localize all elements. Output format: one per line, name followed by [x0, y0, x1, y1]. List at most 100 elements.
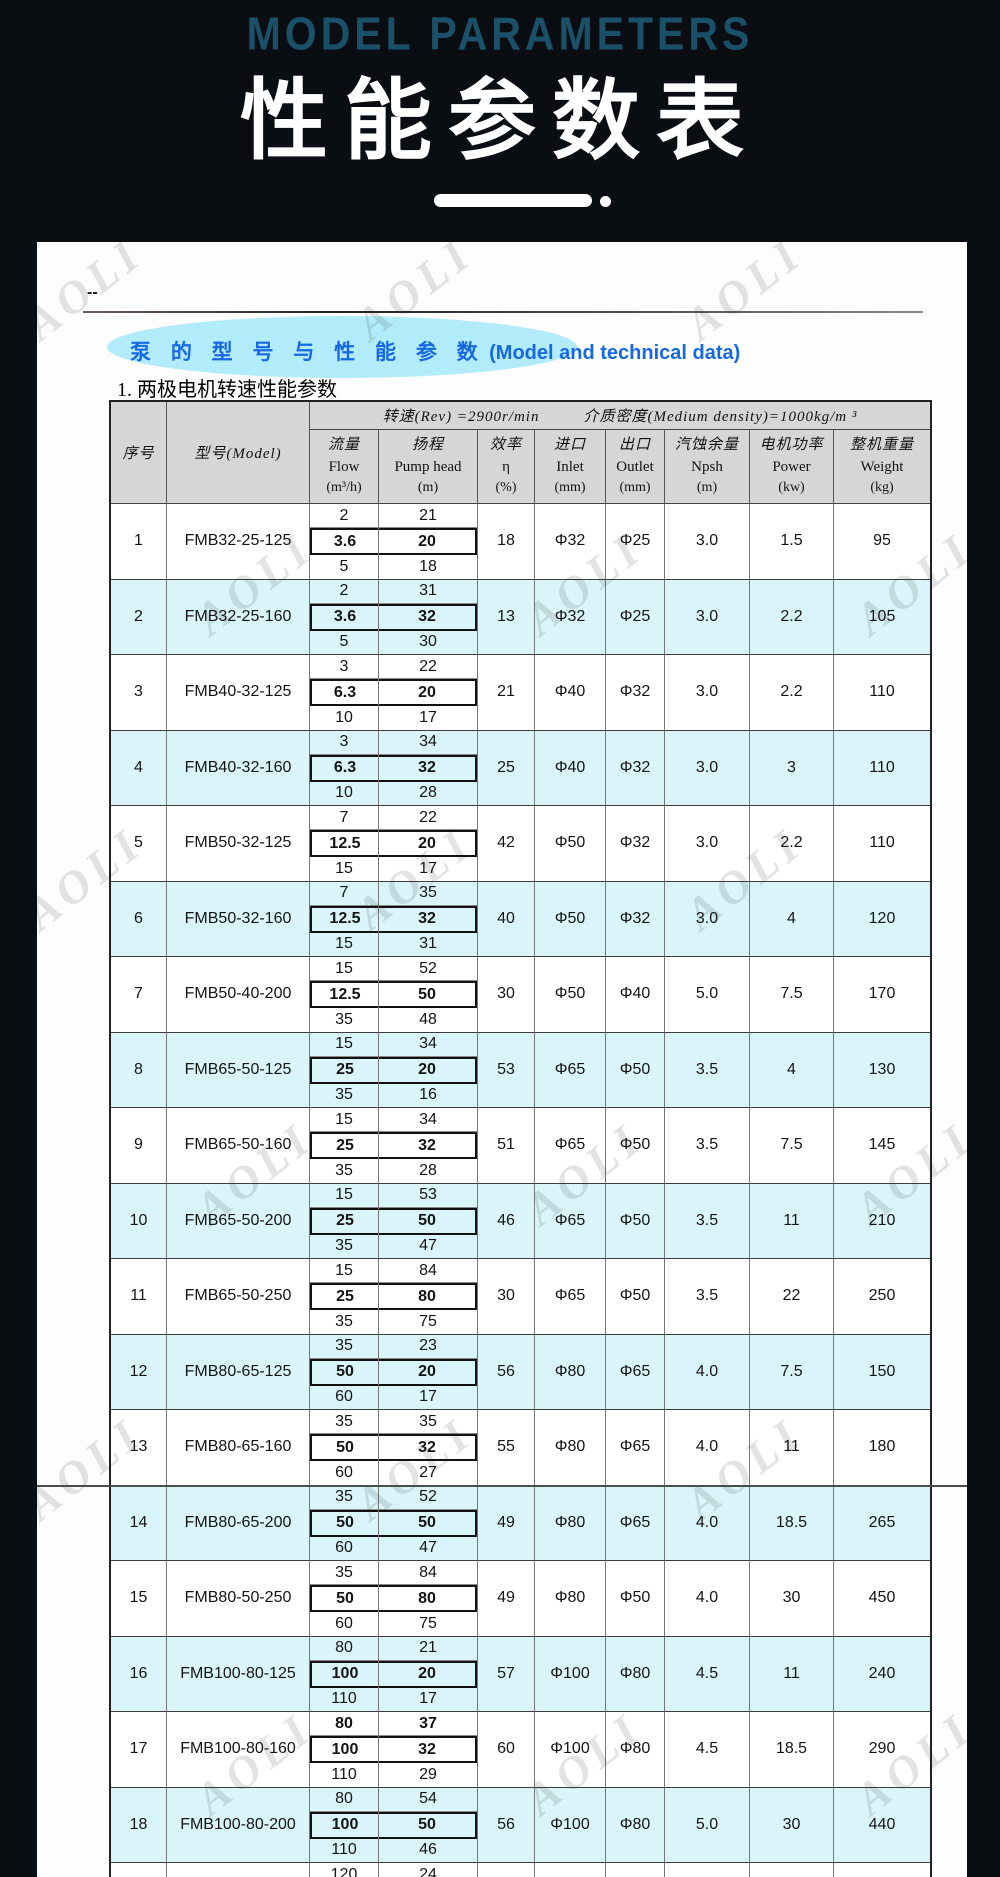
weight-cell: 150	[834, 1334, 930, 1410]
outlet-cell: Φ32	[606, 730, 665, 806]
power-cell: 18.5	[750, 1712, 834, 1788]
col-header-unit: (mm)	[619, 480, 651, 496]
col-header-en: Flow	[328, 458, 360, 475]
power-cell: 11	[750, 1183, 834, 1259]
weight-cell: 250	[834, 1259, 930, 1335]
pump-head-cell: 21 20 18	[379, 504, 478, 580]
flow-value: 15	[310, 1259, 378, 1284]
efficiency-cell: 30	[478, 957, 535, 1033]
meta-rev-text: 转速(Rev) =2900r/min	[382, 409, 540, 425]
flow-value: 35	[335, 1086, 353, 1104]
flow-value: 80	[310, 1712, 378, 1737]
flow-cell: 7 12.5 15	[310, 881, 379, 957]
model-cell: FMB80-65-200	[167, 1485, 310, 1561]
pump-head-cell: 31 32 30	[379, 579, 478, 655]
power-cell: 4	[750, 1032, 834, 1108]
col-header-zh: 整机重量	[849, 437, 914, 454]
col-header-weight: 整机重量 Weight (kg)	[834, 430, 930, 504]
flow-value: 100	[310, 1660, 378, 1688]
pump-head-cell: 35 32 31	[379, 881, 478, 957]
col-header-zh: 出口	[618, 437, 651, 454]
head-value: 17	[419, 1690, 437, 1708]
model-cell: FMB40-32-160	[167, 730, 310, 806]
col-header-unit: (kg)	[870, 480, 894, 496]
outlet-cell: Φ50	[606, 1032, 665, 1108]
flow-value: 80	[310, 1788, 378, 1812]
title-underline-dot	[600, 196, 611, 207]
head-value: 21	[379, 504, 477, 529]
flow-value: 35	[310, 1486, 378, 1510]
top-banner: MODEL PARAMETERS 性能参数表	[0, 0, 1000, 242]
flow-cell: 3 6.3 10	[310, 655, 379, 731]
flow-cell: 35 50 60	[310, 1561, 379, 1637]
col-header-en: Pump head	[394, 458, 462, 475]
pump-head-cell: 23 20 17	[379, 1334, 478, 1410]
efficiency-cell: 56	[478, 1334, 535, 1410]
flow-cell: 80 100 110	[310, 1636, 379, 1712]
page-break-line	[37, 1485, 967, 1487]
outlet-cell: Φ50	[606, 1561, 665, 1637]
head-value: 28	[419, 1161, 437, 1179]
inlet-cell: Φ80	[535, 1561, 606, 1637]
flow-value: 110	[331, 1690, 357, 1708]
head-value: 80	[379, 1283, 477, 1311]
model-cell: FMB50-32-125	[167, 806, 310, 882]
head-value: 22	[379, 806, 477, 831]
row-number-cell: 9	[111, 1108, 167, 1184]
efficiency-cell: 56	[478, 1787, 535, 1863]
meta-density-text: 介质密度(Medium density)=1000kg/m ³	[583, 409, 858, 425]
head-value: 21	[379, 1637, 477, 1661]
outlet-cell: Φ65	[606, 1410, 665, 1486]
outlet-cell: Φ32	[606, 881, 665, 957]
inlet-cell: Φ100	[535, 1787, 606, 1863]
col-header-zh: 效率	[489, 437, 522, 454]
flow-value: 2	[310, 504, 378, 529]
flow-value: 12.5	[310, 981, 378, 1009]
flow-value: 25	[310, 1056, 378, 1084]
npsh-cell: 3.0	[665, 806, 750, 882]
efficiency-cell: 25	[478, 730, 535, 806]
inlet-cell: Φ50	[535, 806, 606, 882]
head-value: 32	[379, 754, 477, 782]
flow-value: 3	[310, 655, 378, 680]
flow-value: 35	[310, 1561, 378, 1586]
npsh-cell: 3.0	[665, 504, 750, 580]
weight-cell: 210	[834, 1183, 930, 1259]
inlet-cell: Φ32	[535, 579, 606, 655]
col-header-no: 序号	[111, 402, 167, 504]
npsh-cell: 3.5	[665, 1183, 750, 1259]
pump-head-cell: 34 32 28	[379, 730, 478, 806]
pump-head-cell: 52 50 47	[379, 1485, 478, 1561]
power-cell: 22	[750, 1259, 834, 1335]
head-value: 47	[419, 1539, 437, 1557]
head-value: 27	[419, 1463, 437, 1481]
flow-value: 50	[310, 1585, 378, 1613]
head-value: 80	[379, 1585, 477, 1613]
row-number-cell: 13	[111, 1410, 167, 1486]
head-value: 35	[379, 1410, 477, 1435]
row-number-cell: 6	[111, 881, 167, 957]
outlet-cell	[606, 1863, 665, 1877]
head-value: 37	[379, 1712, 477, 1737]
model-cell: FMB100-80-125	[167, 1636, 310, 1712]
col-header-npsh: 汽蚀余量 Npsh (m)	[665, 430, 750, 504]
power-cell: 7.5	[750, 957, 834, 1033]
flow-value: 110	[331, 1765, 357, 1783]
model-cell: FMB32-25-160	[167, 579, 310, 655]
row-number-cell: 2	[111, 579, 167, 655]
head-value: 50	[379, 1811, 477, 1839]
head-value: 31	[419, 935, 437, 953]
power-cell: 11	[750, 1410, 834, 1486]
flow-cell: 2 3.6 5	[310, 504, 379, 580]
pump-head-cell: 37 32 29	[379, 1712, 478, 1788]
col-header-model-label: 型号(Model)	[194, 446, 282, 462]
flow-value: 3.6	[310, 603, 378, 631]
head-value: 22	[379, 655, 477, 680]
head-value: 84	[379, 1259, 477, 1284]
outlet-cell: Φ25	[606, 579, 665, 655]
model-cell: FMB100-80-160	[167, 1712, 310, 1788]
col-header-en: Npsh	[691, 458, 723, 475]
flow-value: 15	[310, 1184, 378, 1208]
flow-value: 60	[335, 1388, 353, 1406]
efficiency-cell	[478, 1863, 535, 1877]
